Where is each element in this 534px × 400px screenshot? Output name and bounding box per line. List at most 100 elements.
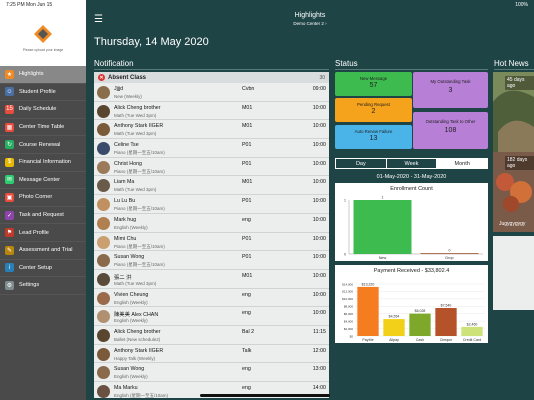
hot-news-item[interactable]: 45 days ago (493, 72, 534, 176)
sidebar-item-label: Center Time Table (19, 124, 65, 131)
task-icon: ✓ (5, 210, 14, 220)
class-time: 14:00 (312, 385, 326, 391)
absent-class-header[interactable]: ✕ Absent Class 30 (94, 72, 329, 83)
sidebar-item-task-and-request[interactable]: ✓ Task and Request (0, 207, 86, 225)
x-tick-label: Credit Card (463, 338, 481, 342)
sidebar-item-course-renewal[interactable]: ↻ Course Renewal (0, 136, 86, 154)
absent-row[interactable]: Liam Ma Math (Tue Wed 3pm) M01 10:00 (94, 176, 329, 196)
sidebar-item-daily-schedule[interactable]: 15 Daily Schedule (0, 101, 86, 119)
absent-row[interactable]: Anthony Stark IIGER Math (Tue Wed 3pm) M01… (94, 120, 329, 140)
absent-row[interactable]: 陳美美 Alex CHAN English (Weekly) eng 10:00 (94, 307, 329, 326)
class-time: 09:00 (312, 86, 326, 92)
class-time: 10:00 (312, 254, 326, 261)
absent-row[interactable]: Mark hug English (Weekly) eng 10:00 (94, 214, 329, 233)
student-name: Lu Lu Bu (114, 198, 136, 205)
absent-row[interactable]: Vivien Cheung English (Weekly) eng 10:00 (94, 289, 329, 308)
hot-news-item[interactable]: 182 days ago Jugygygygy (493, 152, 534, 232)
x-tick-label: Cash (416, 338, 424, 342)
news-image (493, 72, 534, 152)
menu-icon[interactable]: ☰ (94, 14, 103, 25)
absent-row[interactable]: Christ Hong Piano (星期一至五/10am) P01 10:00 (94, 158, 329, 177)
center-selector[interactable]: Demo Center 2 › (293, 21, 327, 26)
news-image (493, 152, 534, 232)
tile-value: 2 (371, 108, 376, 115)
avatar (97, 198, 110, 212)
hot-news-heading: Hot News (494, 59, 529, 68)
absent-row[interactable]: Susan Wong English (Weekly) eng 13:00 (94, 363, 329, 382)
class-time: 10:00 (312, 123, 326, 130)
logo-area[interactable]: Please upload your image (0, 0, 86, 66)
tab-month[interactable]: Month (437, 159, 488, 168)
absent-row[interactable]: Ma Marku English (星期一至五/10am) eng 14:00 (94, 382, 329, 398)
sidebar-item-student-profile[interactable]: ☺ Student Profile (0, 84, 86, 102)
status-tile-outstanding-task-to-other[interactable]: Outstanding Task to Other 108 (413, 112, 488, 149)
hot-news-item[interactable] (493, 236, 534, 310)
status-bar: 7:25 PM Mon Jun 15 100% (0, 0, 534, 10)
avatar (97, 366, 110, 380)
room-code: eng (242, 385, 251, 391)
status-tile-pending-request[interactable]: Pending Request 2 (335, 98, 412, 122)
enrollment-chart: 0 1 1 New 0 Drop (344, 196, 483, 260)
absent-class-list: Jjjjd New (Weekly) Cvbn 09:00 Alick Cheng br… (94, 83, 329, 398)
absent-row[interactable]: Jjjjd New (Weekly) Cvbn 09:00 (94, 83, 329, 102)
sidebar-item-settings[interactable]: ⚙ Settings (0, 277, 86, 295)
timetable-icon: ▦ (5, 122, 14, 132)
sidebar-item-financial-information[interactable]: $ Financial Information (0, 154, 86, 172)
absent-class-panel: ✕ Absent Class 30 Jjjjd New (Weekly) Cvbn 0… (94, 72, 329, 398)
sidebar-item-label: Highlights (19, 71, 44, 78)
data-label: 1 (382, 196, 384, 200)
course-name: Happy Talk (Weekly) (114, 355, 156, 361)
absent-row[interactable]: Susan Wong Piano (星期一至五/10am) P01 10:00 (94, 251, 329, 270)
class-time: 13:00 (312, 366, 326, 373)
class-time: 10:00 (312, 198, 326, 205)
status-tile-auto-renew-failure[interactable]: Auto Renew Failure 13 (335, 125, 412, 149)
sidebar-item-center-setup[interactable]: i Center Setup (0, 260, 86, 278)
sidebar-item-lead-profile[interactable]: ⚑ Lead Profile (0, 224, 86, 242)
absent-row[interactable]: Mimi Chu Piano (星期一至五/10am) P01 10:00 (94, 233, 329, 252)
x-tick-label: Alipay (389, 338, 399, 342)
absent-class-title: Absent Class (108, 74, 147, 81)
absent-row[interactable]: Lu Lu Bu Piano (星期一至五/10am) P01 10:00 (94, 195, 329, 214)
course-name: Math (Tue Wed 3pm) (114, 187, 157, 193)
sidebar-item-assessment-and-trial[interactable]: ✎ Assessment and Trial (0, 242, 86, 260)
student-name: Ma Marku (114, 385, 138, 391)
room-code: eng (242, 291, 251, 298)
home-indicator (200, 394, 330, 397)
date-heading: Thursday, 14 May 2020 (94, 36, 209, 48)
y-tick-label: $0 (350, 334, 354, 338)
sidebar-item-label: Settings (19, 282, 40, 289)
room-code: Talk (242, 347, 252, 354)
room-code: eng (242, 216, 251, 223)
y-tick-label: $14,000 (342, 282, 353, 286)
bar-credit-card (461, 326, 483, 336)
sidebar-item-center-time-table[interactable]: ▦ Center Time Table (0, 119, 86, 137)
sidebar: Please upload your image ★ Highlights ☺ Stu… (0, 0, 86, 400)
status-tile-new-message[interactable]: New Message 57 (335, 72, 412, 96)
student-name: Susan Wong (114, 254, 145, 261)
x-tick-label: Drop (445, 256, 453, 260)
tab-week[interactable]: Week (387, 159, 438, 168)
student-name: Mimi Chu (114, 235, 137, 242)
room-code: M01 (242, 123, 253, 130)
tab-day[interactable]: Day (336, 159, 387, 168)
status-tile-my-outstanding-task[interactable]: My Outstanding Task 3 (413, 72, 488, 108)
avatar (97, 123, 110, 137)
absent-row[interactable]: Alick Cheng brother Math (Tue Wed 3pm) M01… (94, 102, 329, 121)
message-icon: ✉ (5, 175, 14, 185)
absent-row[interactable]: Anthony Stark IIGER Happy Talk (Weekly) Ta… (94, 345, 329, 364)
sidebar-item-label: Assessment and Trial (19, 247, 73, 254)
absent-row[interactable]: Celine Tse Piano (星期一至五/10am) P01 10:00 (94, 139, 329, 158)
course-name: Math (Tue Wed 3pm) (114, 112, 157, 118)
top-bar: ☰ Highlights Demo Center 2 › (86, 0, 534, 32)
class-time: 10:00 (312, 291, 326, 298)
course-name: Piano (星期一至五/10am) (114, 206, 165, 212)
avatar (97, 142, 110, 156)
sidebar-item-photo-corner[interactable]: ▣ Photo Corner (0, 189, 86, 207)
highlights-icon: ★ (5, 69, 14, 79)
absent-row[interactable]: Alick Cheng brother Ballet (New schedule2… (94, 326, 329, 345)
sidebar-item-message-center[interactable]: ✉ Message Center (0, 172, 86, 190)
absent-row[interactable]: 張二 洪 Math (Tue Wed 3pm) M01 10:00 (94, 270, 329, 289)
course-name: Ballet (New schedule2) (114, 336, 161, 342)
course-name: Piano (星期一至五/10am) (114, 243, 165, 249)
sidebar-item-highlights[interactable]: ★ Highlights (0, 66, 86, 84)
